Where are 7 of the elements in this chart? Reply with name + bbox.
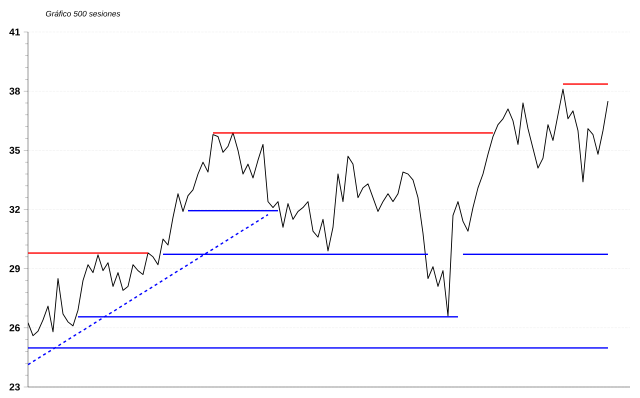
- y-tick-label: 41: [9, 28, 20, 36]
- y-tick-label: 23: [9, 383, 20, 391]
- y-tick-label: 29: [9, 265, 20, 272]
- y-tick-label: 35: [9, 146, 20, 154]
- y-tick-label: 32: [9, 206, 20, 214]
- y-tick-label: 38: [9, 88, 20, 95]
- y-tick-label: 26: [9, 324, 20, 332]
